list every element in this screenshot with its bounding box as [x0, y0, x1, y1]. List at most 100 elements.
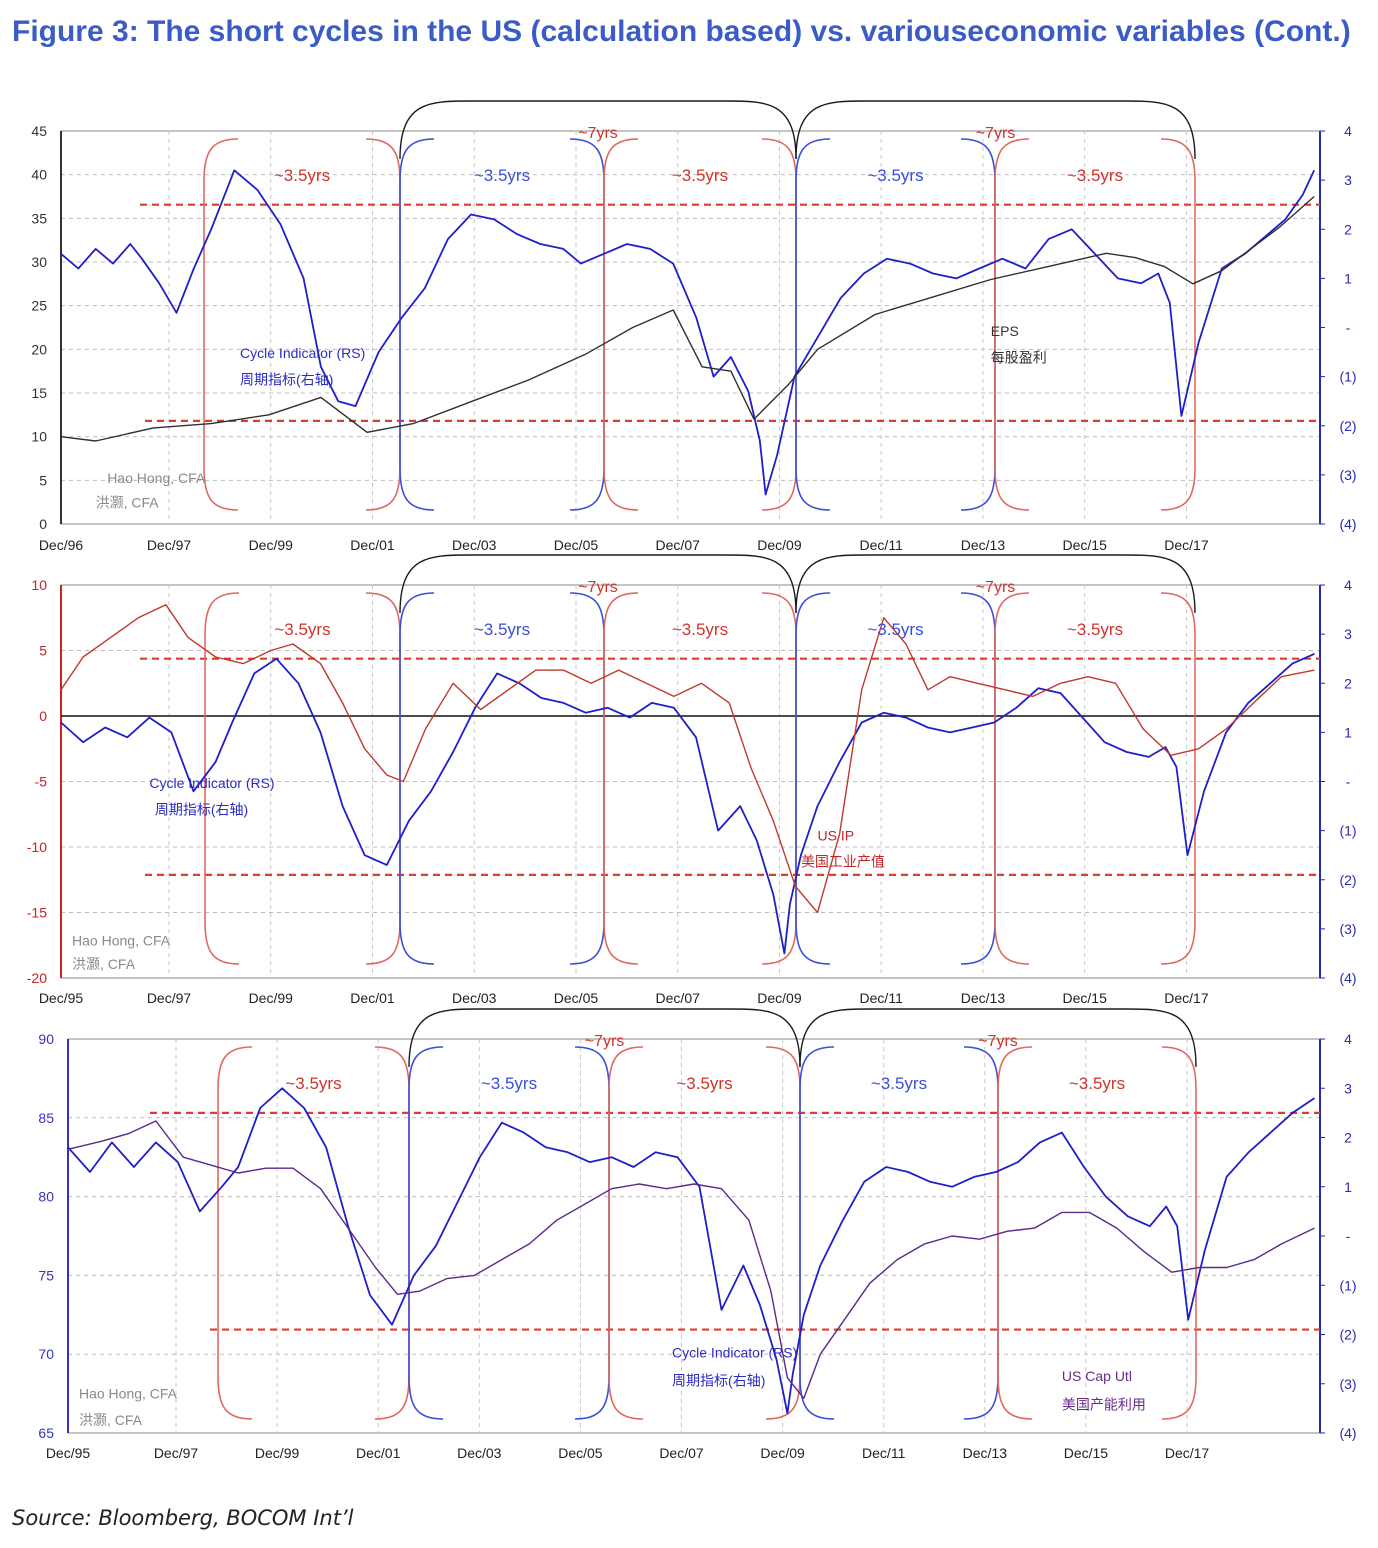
y-left-tick-label: 10 [31, 429, 47, 445]
series-line-cycle [67, 1087, 1316, 1415]
y-left-tick-label: 15 [31, 385, 47, 401]
y-right-tick-label: 2 [1344, 1130, 1352, 1146]
annotation: 美国产能利用 [1062, 1396, 1146, 1412]
x-tick-label: Dec/07 [659, 1445, 704, 1461]
long-cycle-arch [795, 554, 1196, 614]
annotation: 洪灏, CFA [96, 494, 160, 510]
annotation: Cycle Indicator (RS) [672, 1344, 797, 1360]
x-tick-label: Dec/95 [46, 1445, 91, 1461]
annotation: EPS [991, 323, 1019, 339]
x-tick-label: Dec/11 [860, 537, 904, 553]
cycle-label: ~3.5yrs [1067, 166, 1123, 185]
y-right-tick-label: 1 [1344, 270, 1352, 286]
y-right-tick-label: (2) [1339, 418, 1356, 434]
plot-area [60, 130, 1321, 525]
x-tick-label: Dec/01 [356, 1445, 401, 1461]
long-cycle-arch [799, 1008, 1197, 1068]
cycle-bracket [569, 592, 605, 965]
x-tick-label: Dec/97 [147, 990, 192, 1006]
cycle-bracket [960, 592, 996, 965]
long-cycle-label: ~7yrs [585, 1033, 625, 1050]
y-right-tick-label: 1 [1344, 1179, 1352, 1195]
cycle-label: ~3.5yrs [474, 166, 530, 185]
x-tick-label: Dec/09 [757, 537, 802, 553]
y-left-tick-label: 75 [38, 1267, 54, 1283]
y-right-tick-label: 3 [1344, 1080, 1352, 1096]
x-tick-label: Dec/05 [554, 537, 599, 553]
x-tick-label: Dec/97 [154, 1445, 199, 1461]
cycle-bracket [608, 1046, 644, 1420]
x-tick-label: Dec/17 [1165, 1445, 1210, 1461]
series-line-eps [60, 195, 1315, 442]
figure-title: Figure 3: The short cycles in the US (ca… [12, 15, 1351, 48]
x-tick-label: Dec/99 [255, 1445, 300, 1461]
y-left-tick-label: 35 [31, 210, 47, 226]
x-tick-label: Dec/15 [1064, 1445, 1109, 1461]
cycle-bracket [795, 592, 831, 965]
cycle-label: ~3.5yrs [672, 166, 728, 185]
y-right-tick-label: (2) [1339, 1327, 1356, 1343]
figure-source: Source: Bloomberg, BOCOM Int’l [12, 1506, 354, 1530]
x-tick-label: Dec/11 [860, 990, 904, 1006]
y-left-tick-label: 30 [31, 254, 47, 270]
y-left-tick-label: 0 [39, 516, 47, 532]
annotation: Cycle Indicator (RS) [149, 775, 274, 791]
x-tick-label: Dec/07 [656, 990, 701, 1006]
annotation: 每股盈利 [991, 349, 1047, 365]
x-tick-label: Dec/01 [350, 990, 395, 1006]
cycle-bracket [365, 138, 401, 511]
x-tick-label: Dec/09 [760, 1445, 805, 1461]
annotation: 周期指标(右轴) [240, 371, 333, 387]
y-right-tick-label: 4 [1344, 123, 1352, 139]
cycle-label: ~3.5yrs [867, 620, 923, 639]
cycle-bracket [203, 138, 239, 511]
cycle-label: ~3.5yrs [285, 1074, 341, 1093]
x-tick-label: Dec/07 [656, 537, 701, 553]
cycle-bracket [603, 138, 639, 511]
y-right-tick-label: - [1346, 774, 1351, 790]
y-right-tick-label: 4 [1344, 577, 1352, 593]
x-tick-label: Dec/05 [554, 990, 599, 1006]
y-left-tick-label: 0 [39, 708, 47, 724]
long-cycle-arch [399, 554, 797, 614]
x-tick-label: Dec/11 [862, 1445, 906, 1461]
x-tick-label: Dec/13 [961, 990, 1006, 1006]
annotation: 周期指标(右轴) [155, 801, 248, 817]
x-tick-label: Dec/99 [249, 990, 294, 1006]
y-right-tick-label: (2) [1339, 872, 1356, 888]
cycle-bracket [569, 138, 605, 511]
cycle-bracket [603, 592, 639, 965]
x-tick-label: Dec/13 [963, 1445, 1008, 1461]
y-right-tick-label: - [1346, 320, 1351, 336]
x-tick-label: Dec/96 [39, 537, 84, 553]
cycle-bracket [963, 1046, 999, 1420]
series-line-cap [67, 1120, 1315, 1400]
x-tick-label: Dec/01 [350, 537, 395, 553]
annotation: 洪灏, CFA [79, 1412, 143, 1428]
x-tick-label: Dec/03 [457, 1445, 502, 1461]
cycle-label: ~3.5yrs [867, 166, 923, 185]
cycle-bracket [399, 592, 435, 965]
cycle-bracket [408, 1046, 444, 1420]
y-left-tick-label: -15 [27, 905, 47, 921]
chart-panel-capacity-utilization: 65 70 75 80 85 90 (4) (3) (2) (1) - 1 2 3 4 Dec/95 Dec/9… [38, 1008, 1357, 1461]
cycle-label: ~3.5yrs [274, 166, 330, 185]
long-cycle-label: ~7yrs [976, 579, 1016, 596]
x-tick-label: Dec/13 [961, 537, 1006, 553]
cycle-bracket [994, 592, 1030, 965]
x-tick-label: Dec/03 [452, 537, 497, 553]
long-cycle-label: ~7yrs [978, 1033, 1018, 1050]
y-left-tick-label: 80 [38, 1189, 54, 1205]
cycle-bracket [795, 138, 831, 511]
long-cycle-arch [408, 1008, 801, 1068]
annotation: Hao Hong, CFA [107, 470, 206, 486]
y-right-tick-label: (4) [1339, 516, 1356, 532]
y-right-tick-label: 3 [1344, 172, 1352, 188]
chart-panel-eps: 0 5 10 15 20 25 30 35 40 45 (4) (3) (2) (1) - 1 2 3 4 Dec/9… [31, 100, 1357, 553]
x-tick-label: Dec/15 [1063, 990, 1108, 1006]
cycle-label: ~3.5yrs [676, 1074, 732, 1093]
y-left-tick-label: 5 [39, 472, 47, 488]
x-tick-label: Dec/97 [147, 537, 192, 553]
y-left-tick-label: 40 [31, 167, 47, 183]
annotation: 洪灏, CFA [72, 956, 136, 972]
